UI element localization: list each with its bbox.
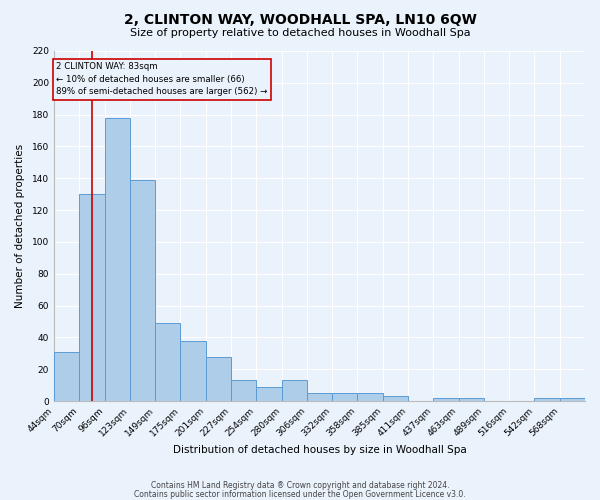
Bar xyxy=(104,118,130,401)
Bar xyxy=(332,393,358,401)
Bar xyxy=(433,398,458,401)
Bar xyxy=(358,393,383,401)
Bar xyxy=(54,352,79,401)
Text: 2, CLINTON WAY, WOODHALL SPA, LN10 6QW: 2, CLINTON WAY, WOODHALL SPA, LN10 6QW xyxy=(124,12,476,26)
Text: 2 CLINTON WAY: 83sqm
← 10% of detached houses are smaller (66)
89% of semi-detac: 2 CLINTON WAY: 83sqm ← 10% of detached h… xyxy=(56,62,268,96)
Bar xyxy=(79,194,104,401)
Text: Contains HM Land Registry data ® Crown copyright and database right 2024.: Contains HM Land Registry data ® Crown c… xyxy=(151,481,449,490)
Bar xyxy=(231,380,256,401)
Bar xyxy=(383,396,408,401)
Bar xyxy=(535,398,560,401)
Bar xyxy=(560,398,585,401)
Bar xyxy=(458,398,484,401)
Bar xyxy=(307,393,332,401)
Bar xyxy=(206,356,231,401)
Y-axis label: Number of detached properties: Number of detached properties xyxy=(15,144,25,308)
Bar xyxy=(256,387,281,401)
Bar xyxy=(281,380,307,401)
Bar xyxy=(155,323,181,401)
Text: Contains public sector information licensed under the Open Government Licence v3: Contains public sector information licen… xyxy=(134,490,466,499)
X-axis label: Distribution of detached houses by size in Woodhall Spa: Distribution of detached houses by size … xyxy=(173,445,466,455)
Bar xyxy=(181,340,206,401)
Bar xyxy=(130,180,155,401)
Text: Size of property relative to detached houses in Woodhall Spa: Size of property relative to detached ho… xyxy=(130,28,470,38)
